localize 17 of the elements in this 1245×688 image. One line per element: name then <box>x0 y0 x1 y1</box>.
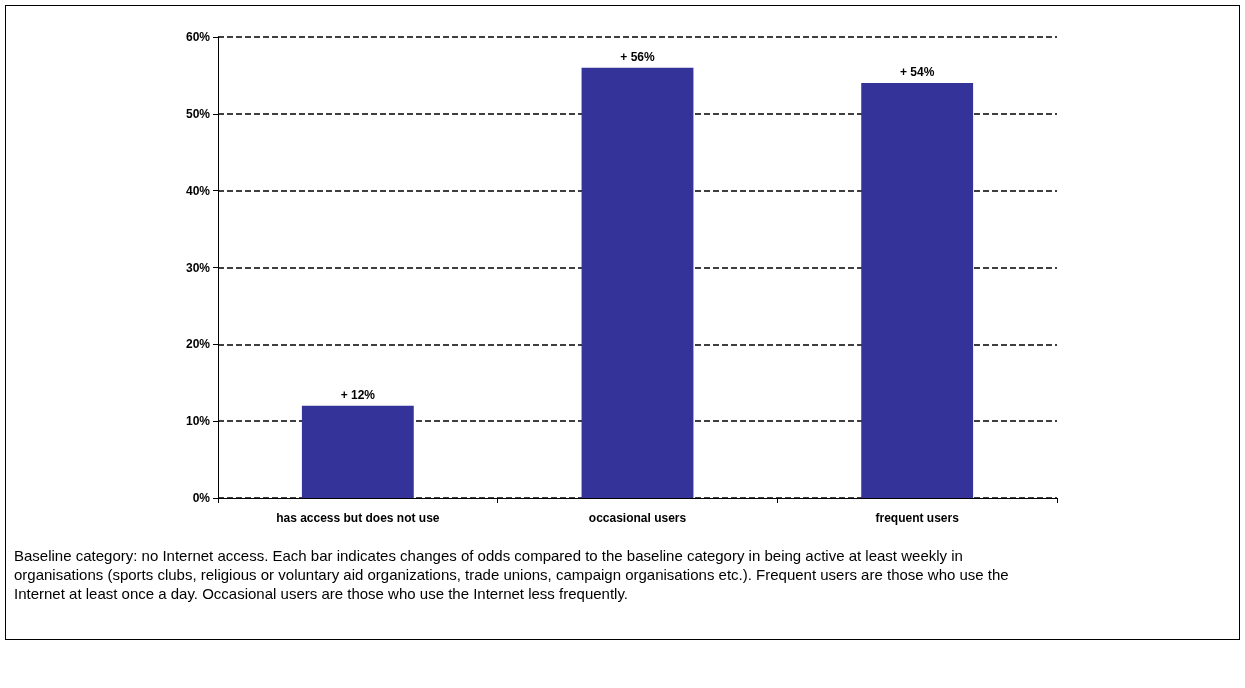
y-tick-label: 30% <box>185 260 211 275</box>
y-tick-label: 60% <box>185 30 211 44</box>
x-tick-label: occasional users <box>588 511 687 525</box>
data-label: + 56% <box>620 49 656 64</box>
y-tick-label: 40% <box>185 183 211 198</box>
y-tick-label: 10% <box>185 414 211 429</box>
y-tick-label: 50% <box>185 106 211 121</box>
bar <box>581 67 694 498</box>
y-tick-label: 20% <box>185 337 211 352</box>
bar <box>861 83 974 498</box>
data-label: + 54% <box>899 65 935 80</box>
x-tick-label: frequent users <box>875 511 960 525</box>
data-label: + 12% <box>340 387 376 402</box>
bar <box>301 405 414 498</box>
text: Baseline category: no Internet access. Each bar indicates changes of odds compared to the baseline category in being active at least weekly in organisations (sports clubs, religious or voluntary aid organizations, trade unions, campaign organisations etc.). Frequent users are those who use the Internet at least once a day. Occasional users are those who use the Internet less frequently. <box>14 546 1010 603</box>
y-tick-label: 0% <box>192 491 211 505</box>
x-tick-label: has access but does not use <box>276 511 440 525</box>
